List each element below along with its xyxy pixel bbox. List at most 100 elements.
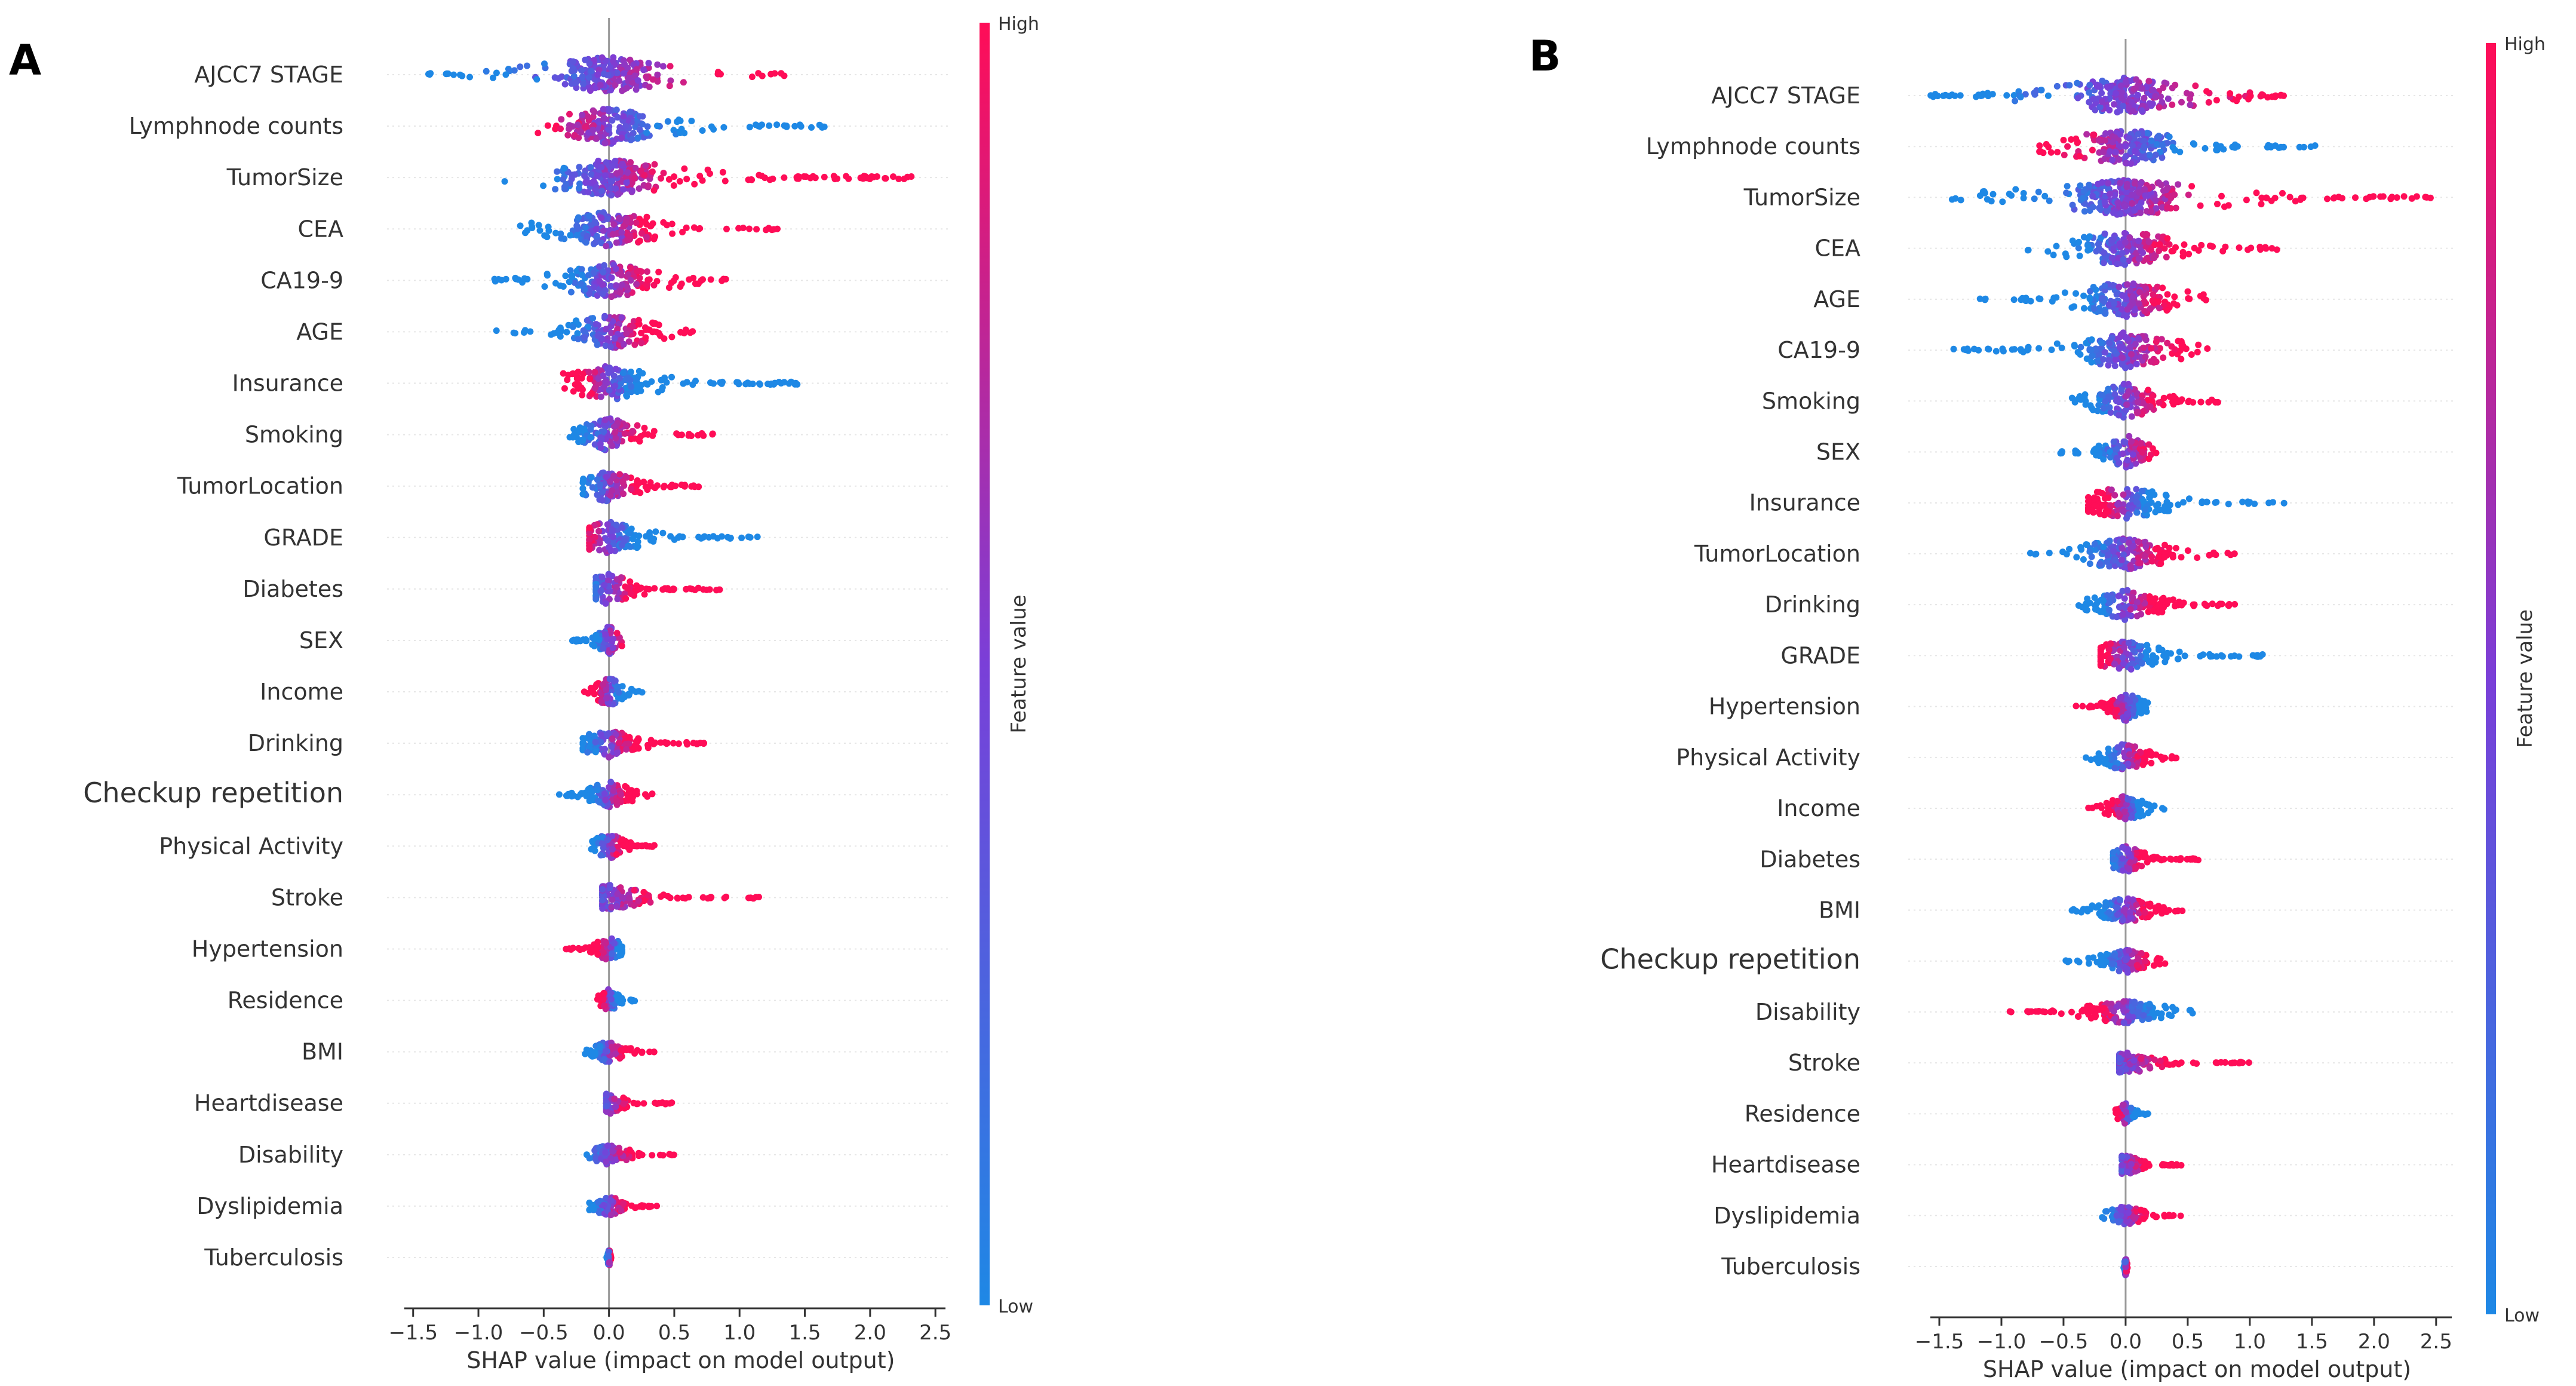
- shap-point: [619, 683, 626, 690]
- shap-point: [2205, 99, 2212, 106]
- feature-label: Physical Activity: [159, 833, 343, 859]
- shap-point: [615, 689, 622, 696]
- shap-point: [2089, 146, 2096, 154]
- shap-point: [2188, 183, 2196, 190]
- shap-point: [843, 173, 850, 180]
- shap-point: [2083, 339, 2090, 346]
- shap-point: [589, 315, 597, 322]
- shap-point: [2166, 241, 2173, 248]
- shap-point: [635, 185, 643, 192]
- shap-point: [668, 220, 676, 228]
- shap-point: [649, 1152, 656, 1159]
- shap-point: [620, 341, 627, 348]
- shap-point: [781, 174, 788, 181]
- shap-point: [2074, 349, 2081, 355]
- shap-point: [594, 71, 601, 78]
- shap-point: [600, 1056, 607, 1063]
- shap-point: [591, 385, 598, 392]
- shap-point: [2142, 506, 2149, 513]
- shap-point: [2120, 536, 2127, 544]
- feature-points: [586, 519, 761, 556]
- shap-point: [634, 538, 641, 545]
- shap-point: [2117, 82, 2124, 90]
- shap-point: [2118, 250, 2126, 257]
- shap-point: [2263, 195, 2270, 202]
- shap-point: [646, 83, 653, 90]
- shap-point: [644, 431, 652, 438]
- shap-point: [2159, 99, 2166, 106]
- feature-points: [579, 469, 702, 505]
- feature-points: [603, 1247, 615, 1268]
- shap-point: [633, 86, 640, 93]
- shap-point: [802, 173, 809, 180]
- shap-point: [2307, 143, 2314, 151]
- shap-point: [523, 62, 530, 69]
- shap-point: [2175, 181, 2182, 188]
- shap-point: [2101, 137, 2108, 144]
- shap-point: [2111, 363, 2118, 369]
- shap-point: [2041, 192, 2049, 200]
- shap-point: [2053, 340, 2061, 347]
- shap-point: [603, 243, 610, 250]
- shap-point: [723, 225, 730, 232]
- shap-point: [618, 791, 625, 798]
- feature-points: [1950, 329, 2211, 372]
- feature-label: TumorSize: [226, 164, 343, 191]
- shap-point: [604, 1142, 611, 1149]
- shap-point: [636, 479, 643, 486]
- shap-point: [628, 485, 635, 492]
- shap-point: [614, 596, 621, 603]
- shap-point: [2111, 391, 2118, 398]
- shap-point: [567, 946, 575, 953]
- shap-point: [560, 164, 567, 171]
- shap-point: [624, 284, 631, 291]
- shap-point: [617, 289, 624, 296]
- feature-label: AGE: [296, 318, 343, 345]
- shap-point: [2352, 194, 2359, 201]
- shap-point: [2387, 195, 2394, 203]
- shap-point: [603, 686, 610, 694]
- shap-point: [591, 109, 598, 115]
- shap-point: [2178, 99, 2185, 106]
- shap-point: [558, 116, 565, 123]
- shap-point: [634, 77, 641, 84]
- shap-point: [659, 529, 667, 536]
- shap-point: [2037, 296, 2044, 302]
- shap-point: [585, 74, 592, 81]
- shap-point: [517, 222, 524, 229]
- shap-point: [599, 290, 606, 298]
- shap-point: [548, 331, 555, 338]
- shap-point: [642, 334, 649, 341]
- shap-point: [575, 636, 582, 643]
- shap-point: [2068, 394, 2075, 401]
- shap-point: [2296, 143, 2303, 151]
- feature-points: [603, 1090, 676, 1117]
- shap-point: [617, 884, 624, 891]
- feature-label: BMI: [302, 1039, 343, 1065]
- shap-point: [624, 84, 631, 91]
- shap-point: [812, 174, 819, 182]
- shap-point: [2160, 187, 2167, 194]
- shap-point: [2111, 101, 2117, 108]
- shap-point: [2101, 230, 2108, 237]
- shap-point: [2135, 538, 2142, 545]
- shap-point: [2148, 137, 2155, 145]
- shap-point: [2125, 388, 2132, 395]
- shap-point: [745, 533, 752, 541]
- shap-point: [2233, 97, 2240, 105]
- shap-point: [612, 1050, 619, 1057]
- shap-point: [626, 894, 633, 901]
- shap-point: [2151, 491, 2158, 498]
- shap-point: [603, 940, 610, 947]
- shap-point: [638, 381, 645, 388]
- shap-point: [2050, 252, 2057, 259]
- shap-point: [2145, 78, 2153, 85]
- shap-point: [2158, 336, 2165, 343]
- shap-point: [2152, 197, 2159, 204]
- shap-point: [2136, 560, 2144, 566]
- shap-point: [589, 1201, 597, 1209]
- shap-point: [633, 787, 640, 795]
- shap-point: [570, 58, 576, 65]
- shap-point: [579, 370, 587, 378]
- shap-point: [707, 276, 714, 283]
